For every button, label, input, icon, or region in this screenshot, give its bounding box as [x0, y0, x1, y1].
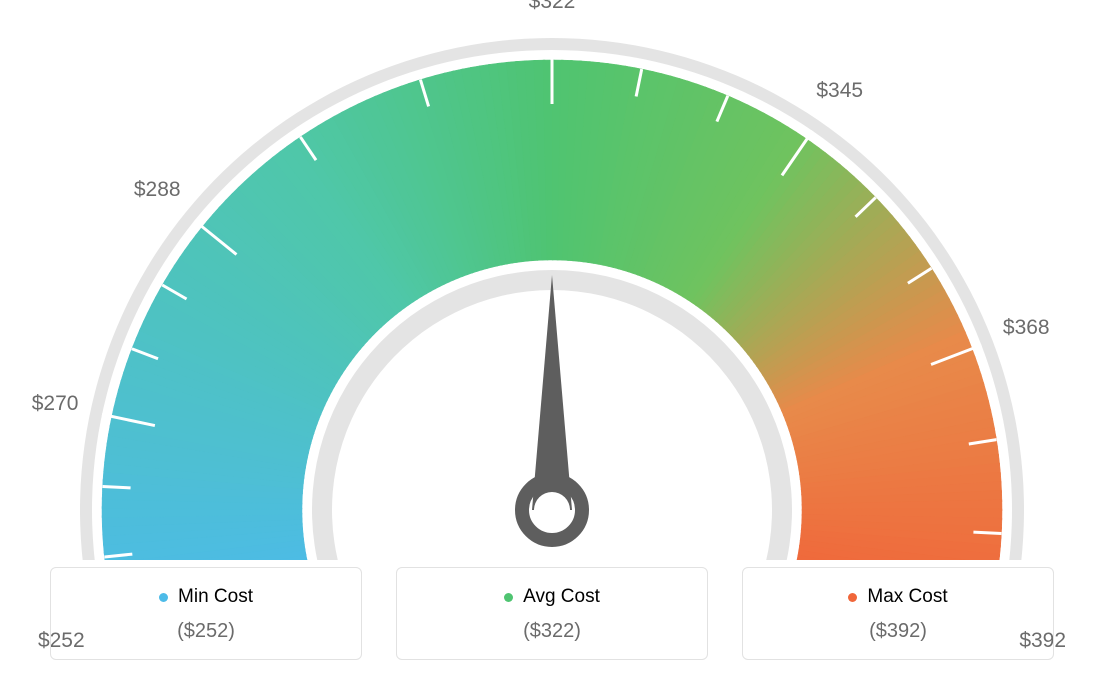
- legend-card-avg: Avg Cost ($322): [396, 567, 708, 660]
- legend-value-avg: ($322): [407, 620, 697, 643]
- gauge-tick-label: $270: [32, 392, 79, 416]
- legend-card-max: Max Cost ($392): [742, 567, 1054, 660]
- legend-dot-avg: [504, 593, 513, 602]
- gauge-chart: $252$270$288$322$345$368$392: [0, 0, 1104, 560]
- legend-value-max: ($392): [753, 620, 1043, 643]
- legend-title-min: Min Cost: [159, 586, 253, 608]
- legend-title-max: Max Cost: [848, 586, 947, 608]
- legend-dot-max: [848, 593, 857, 602]
- gauge-tick-label: $368: [1003, 316, 1050, 340]
- legend-row: Min Cost ($252) Avg Cost ($322) Max Cost…: [50, 567, 1054, 660]
- gauge-tick-label: $322: [529, 0, 576, 14]
- gauge-tick-label: $345: [816, 79, 863, 103]
- legend-value-min: ($252): [61, 620, 351, 643]
- gauge-svg: [0, 0, 1104, 560]
- legend-label-min: Min Cost: [178, 586, 253, 608]
- legend-dot-min: [159, 593, 168, 602]
- gauge-tick-label: $288: [134, 178, 181, 202]
- legend-label-avg: Avg Cost: [523, 586, 600, 608]
- legend-title-avg: Avg Cost: [504, 586, 600, 608]
- gauge-needle-hub-inner: [534, 492, 570, 528]
- legend-label-max: Max Cost: [867, 586, 947, 608]
- legend-card-min: Min Cost ($252): [50, 567, 362, 660]
